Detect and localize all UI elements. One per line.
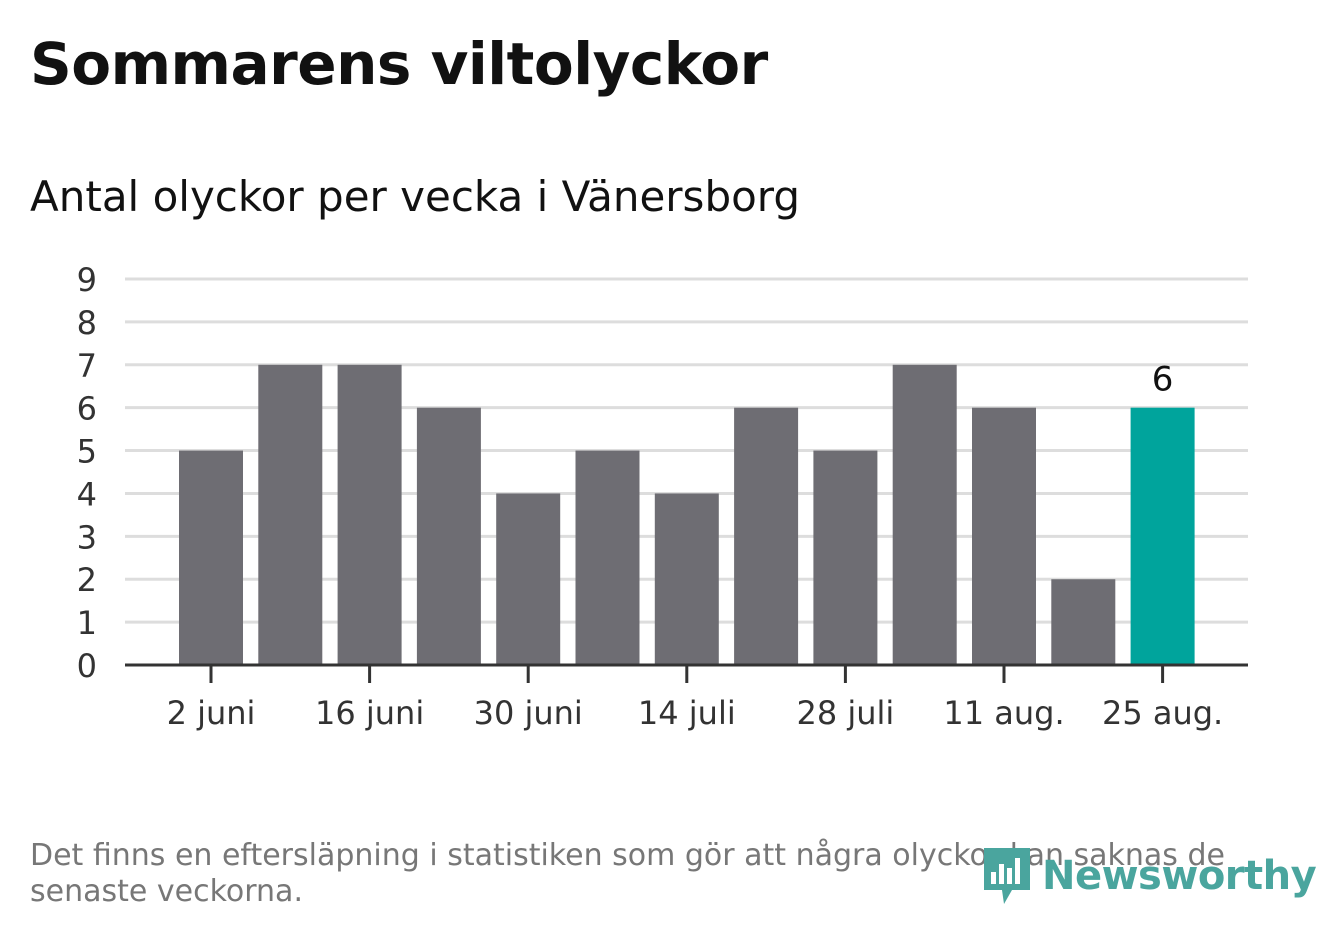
x-tick-label: 16 juni	[315, 694, 424, 732]
bar	[575, 450, 640, 665]
bar	[892, 364, 957, 665]
y-tick-label: 6	[77, 390, 97, 428]
y-tick-label: 5	[77, 433, 97, 471]
brand-name: Newsworthy	[1042, 853, 1317, 899]
y-tick-label: 0	[77, 647, 97, 685]
x-tick-label: 14 juli	[638, 694, 736, 732]
y-tick-label: 4	[77, 475, 97, 513]
y-tick-label: 8	[77, 304, 97, 342]
bar	[258, 364, 323, 665]
bar	[179, 450, 243, 665]
bars	[179, 364, 1195, 665]
newsworthy-logo-icon	[984, 848, 1030, 904]
bar	[496, 493, 561, 665]
y-tick-label: 9	[77, 261, 97, 299]
chart-subtitle: Antal olyckor per vecka i Vänersborg	[30, 172, 800, 221]
bar	[813, 450, 878, 665]
x-tick-label: 11 aug.	[943, 694, 1064, 732]
bar	[654, 493, 719, 665]
y-tick-label: 1	[77, 604, 97, 642]
bar	[337, 364, 402, 665]
x-tick-label: 28 juli	[796, 694, 894, 732]
bar-highlighted	[1130, 407, 1195, 665]
bar	[416, 407, 481, 665]
chart-title: Sommarens viltolyckor	[30, 30, 768, 98]
bar-chart: 0 1 2 3 4 5 6 7 8 9 6 2 juni 16 juni 30 juni 14 juli 28…	[77, 261, 1248, 732]
x-axis	[125, 663, 1248, 683]
bar	[1051, 579, 1116, 665]
bar	[972, 407, 1036, 665]
axis-labels: 0 1 2 3 4 5 6 7 8 9 6 2 juni 16 juni 30 juni 14 juli 28…	[77, 261, 1224, 732]
y-tick-label: 7	[77, 347, 97, 385]
y-tick-label: 2	[77, 561, 97, 599]
x-tick-label: 2 juni	[167, 694, 256, 732]
x-tick-label: 25 aug.	[1102, 694, 1223, 732]
bar	[734, 407, 799, 665]
y-tick-label: 3	[77, 518, 97, 556]
data-label: 6	[1152, 360, 1174, 400]
brand-logo: Newsworthy	[982, 846, 1317, 906]
x-tick-label: 30 juni	[474, 694, 583, 732]
